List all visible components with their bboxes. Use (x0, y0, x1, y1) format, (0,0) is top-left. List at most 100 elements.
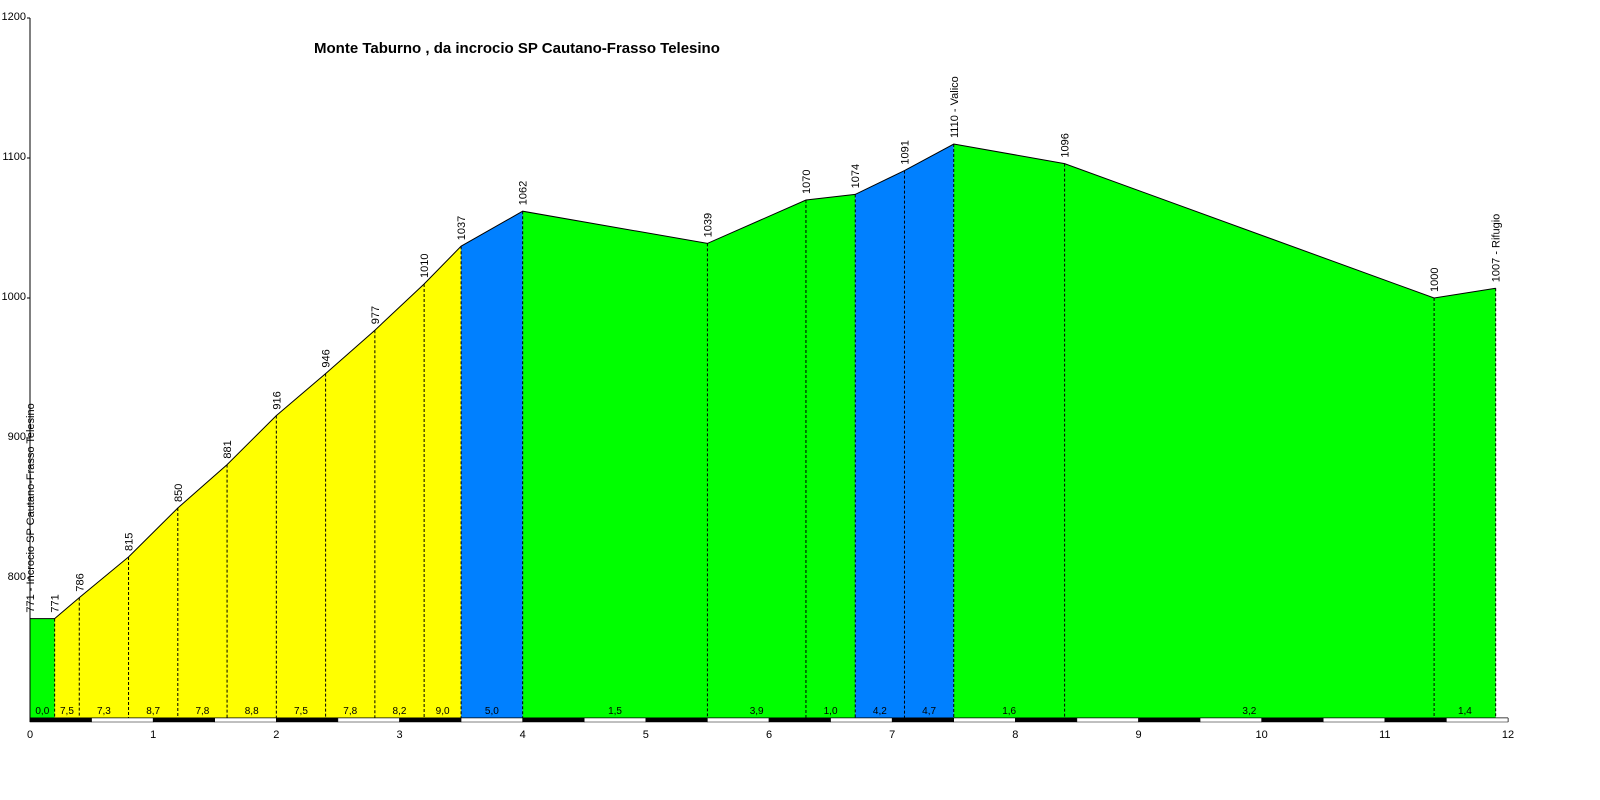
y-tick-label: 1000 (2, 291, 26, 303)
scale-band (953, 717, 1016, 723)
scale-band (1384, 717, 1447, 723)
scale-band (276, 717, 339, 723)
gradient-label: 8,7 (146, 706, 160, 717)
scale-band (891, 717, 955, 723)
elevation-label: 1074 (850, 164, 862, 188)
gradient-labels: 0,0 7,5 7,3 8,7 7,8 8,8 7,5 7,8 8,2 9,0 5,0 1,5 3,9 1… (35, 706, 1472, 717)
elevation-label: 916 (271, 391, 283, 409)
x-tick-label: 11 (1379, 729, 1390, 741)
elevation-label: 786 (74, 573, 86, 591)
segment-fill-15 (904, 144, 954, 718)
segment-fill-9 (424, 246, 462, 718)
segment-fill-10 (461, 211, 523, 718)
segment-fill-8 (374, 284, 425, 718)
gradient-label: 3,2 (1242, 706, 1256, 717)
x-tick-label: 5 (643, 729, 649, 741)
segment-fill-3 (128, 508, 178, 718)
scale-band (707, 717, 770, 723)
scale-band (584, 717, 647, 723)
x-tick-label: 12 (1502, 729, 1514, 741)
gradient-label: 1,6 (1002, 706, 1016, 717)
x-tick-label: 7 (889, 729, 895, 741)
segment-fill-14 (855, 170, 905, 719)
segment-fills (30, 144, 1496, 719)
x-tick-label: 8 (1012, 729, 1018, 741)
x-tick-label: 10 (1256, 729, 1268, 741)
profile-outline (30, 143, 1496, 620)
scale-band (29, 717, 92, 723)
x-tick-label: 1 (150, 729, 156, 741)
gradient-label: 1,4 (1458, 706, 1472, 717)
segment-fill-6 (276, 373, 326, 718)
scale-band (337, 717, 400, 723)
elevation-label: 881 (222, 440, 234, 458)
gradient-label: 1,5 (608, 706, 622, 717)
gradient-label: 7,5 (294, 706, 308, 717)
gradient-label: 8,8 (245, 706, 259, 717)
gradient-label: 0,0 (35, 706, 49, 717)
y-tick-label: 1200 (2, 11, 26, 23)
scale-band (399, 717, 462, 723)
x-tick-label: 2 (273, 729, 279, 741)
y-tick-label: 800 (8, 571, 26, 583)
elevation-label: 1091 (899, 140, 911, 164)
elevation-label: 850 (173, 484, 185, 502)
elevation-label: 1039 (702, 213, 714, 237)
gradient-label: 7,8 (195, 706, 209, 717)
elevation-label: 977 (370, 306, 382, 324)
segment-fill-2 (79, 557, 129, 718)
gradient-label: 5,0 (485, 706, 499, 717)
elevation-label: 771 (50, 594, 62, 612)
scale-band (645, 717, 708, 723)
scale-band (1446, 717, 1509, 723)
x-tick-label: 4 (520, 729, 526, 741)
gradient-label: 4,7 (922, 706, 936, 717)
segment-fill-7 (325, 330, 375, 718)
scale-band (768, 717, 831, 723)
gradient-label: 7,3 (97, 706, 111, 717)
profile-lines (29, 143, 1497, 718)
distance-scale-bar (29, 717, 1509, 723)
chart-title: Monte Taburno , da incrocio SP Cautano-F… (314, 40, 720, 57)
segment-fill-0 (30, 618, 55, 718)
elevation-label: 815 (124, 533, 136, 551)
scale-band (1138, 717, 1201, 723)
elevation-label: 771 - Incrocio SP Cautano-Frasso Telesin… (25, 403, 37, 612)
gradient-label: 9,0 (436, 706, 450, 717)
elevation-label: 946 (321, 349, 333, 367)
x-tick-label: 9 (1135, 729, 1141, 741)
scale-band (1323, 717, 1386, 723)
elevation-label: 1110 - Valico (949, 76, 961, 138)
scale-band (1199, 717, 1262, 723)
x-tick-label: 3 (396, 729, 402, 741)
gradient-label: 3,9 (750, 706, 764, 717)
gradient-label: 7,8 (343, 706, 357, 717)
elevation-label: 1037 (456, 216, 468, 240)
scale-band (1261, 717, 1324, 723)
segment-fill-13 (806, 194, 856, 718)
elevation-label: 1010 (419, 254, 431, 278)
x-tick-label: 0 (27, 729, 33, 741)
scale-band (522, 717, 585, 723)
segment-fill-4 (177, 464, 228, 718)
point-labels: 771 - Incrocio SP Cautano-Frasso Telesin… (25, 76, 1503, 612)
segment-fill-1 (54, 597, 80, 718)
scale-band (830, 717, 893, 723)
segment-fill-12 (707, 200, 806, 718)
scale-band (1015, 717, 1078, 723)
elevation-label: 1070 (801, 170, 813, 194)
elevation-label: 1000 (1429, 268, 1441, 292)
elevation-label: 1096 (1060, 133, 1072, 157)
x-tick-label: 6 (766, 729, 772, 741)
gradient-label: 8,2 (393, 706, 407, 717)
segment-fill-11 (522, 211, 708, 718)
elevation-label: 1007 - Rifugio (1491, 214, 1503, 283)
segment-fill-5 (227, 415, 277, 718)
gradient-label: 7,5 (60, 706, 74, 717)
y-tick-label: 900 (8, 431, 26, 443)
scale-band (214, 717, 277, 723)
scale-band (152, 717, 216, 723)
scale-band (91, 717, 154, 723)
